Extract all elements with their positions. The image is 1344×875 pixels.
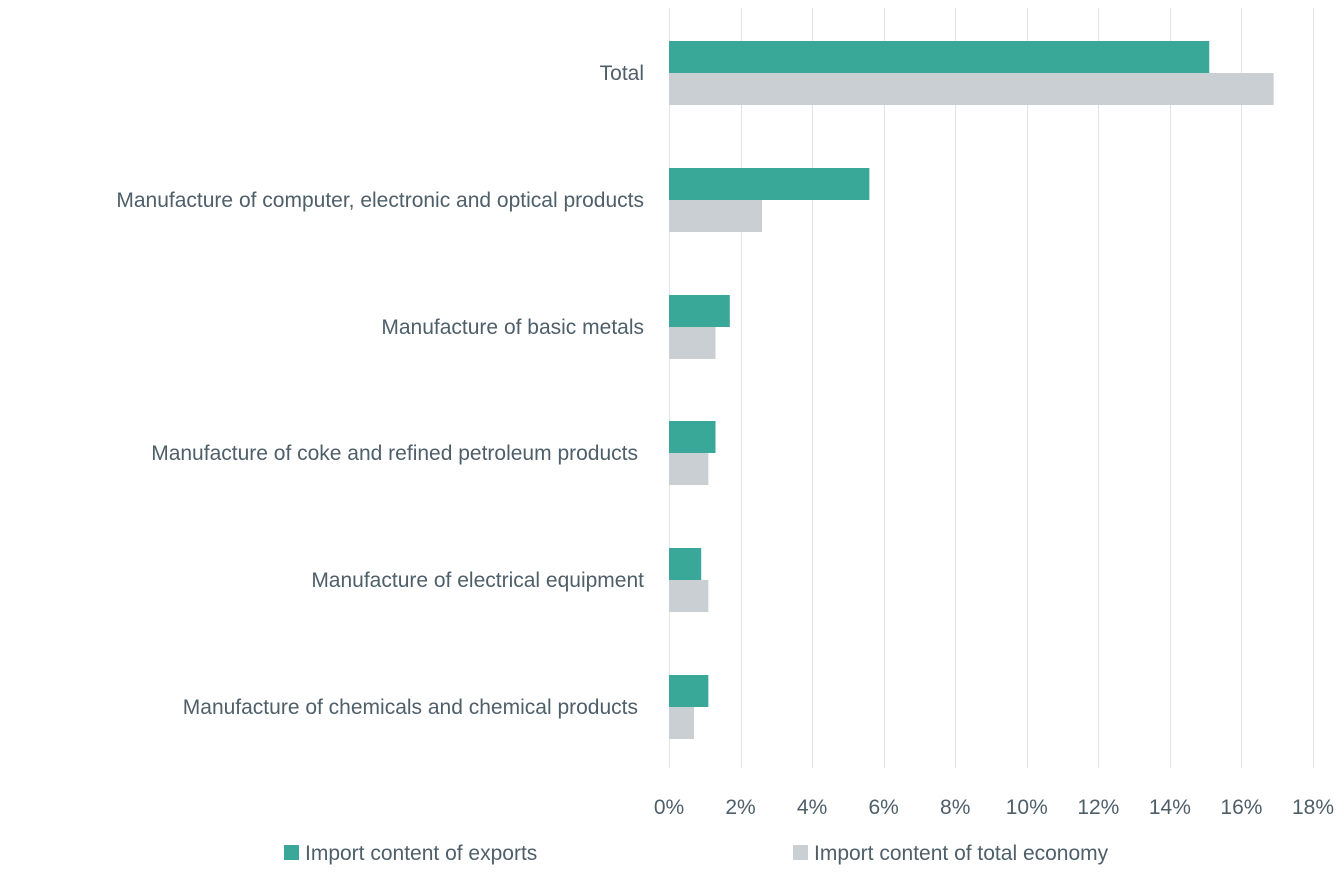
bar-total-economy-0 [669,73,1274,105]
x-axis-ticks: 0% 2% 4% 6% 8% 10% 12% 14% 16% 18% [654,796,1334,819]
x-tick-label-9: 18% [1292,796,1334,819]
category-label-1: Manufacture of computer, electronic and … [116,189,644,212]
bar-total-economy-2 [669,327,716,359]
category-labels: Total Manufacture of computer, electronic… [116,62,644,719]
bar-total-economy-4 [669,580,709,612]
bar-exports-5 [669,675,709,707]
x-tick-label-3: 6% [868,796,898,819]
category-label-4: Manufacture of electrical equipment [311,569,644,592]
bar-total-economy-1 [669,200,763,232]
x-tick-label-5: 10% [1006,796,1048,819]
bar-exports-1 [669,168,870,200]
bars [669,41,1274,739]
legend: Import content of exports Import content … [284,842,1109,865]
bar-total-economy-3 [669,453,709,485]
legend-label-1: Import content of total economy [814,842,1109,865]
x-tick-label-8: 16% [1220,796,1262,819]
x-tick-label-1: 2% [725,796,755,819]
x-tick-label-4: 8% [940,796,970,819]
bar-total-economy-5 [669,707,695,739]
x-tick-label-7: 14% [1149,796,1191,819]
legend-swatch-1 [793,845,808,860]
bar-exports-4 [669,548,702,580]
legend-label-0: Import content of exports [305,842,537,865]
category-label-2: Manufacture of basic metals [381,316,644,339]
bar-exports-0 [669,41,1210,73]
x-tick-label-6: 12% [1077,796,1119,819]
gridlines [669,8,1314,768]
bar-exports-3 [669,421,716,453]
x-tick-label-2: 4% [797,796,827,819]
category-label-3: Manufacture of coke and refined petroleu… [151,442,638,465]
category-label-5: Manufacture of chemicals and chemical pr… [183,696,638,719]
bar-exports-2 [669,295,730,327]
legend-swatch-0 [284,845,299,860]
category-label-0: Total [600,62,644,85]
x-tick-label-0: 0% [654,796,684,819]
